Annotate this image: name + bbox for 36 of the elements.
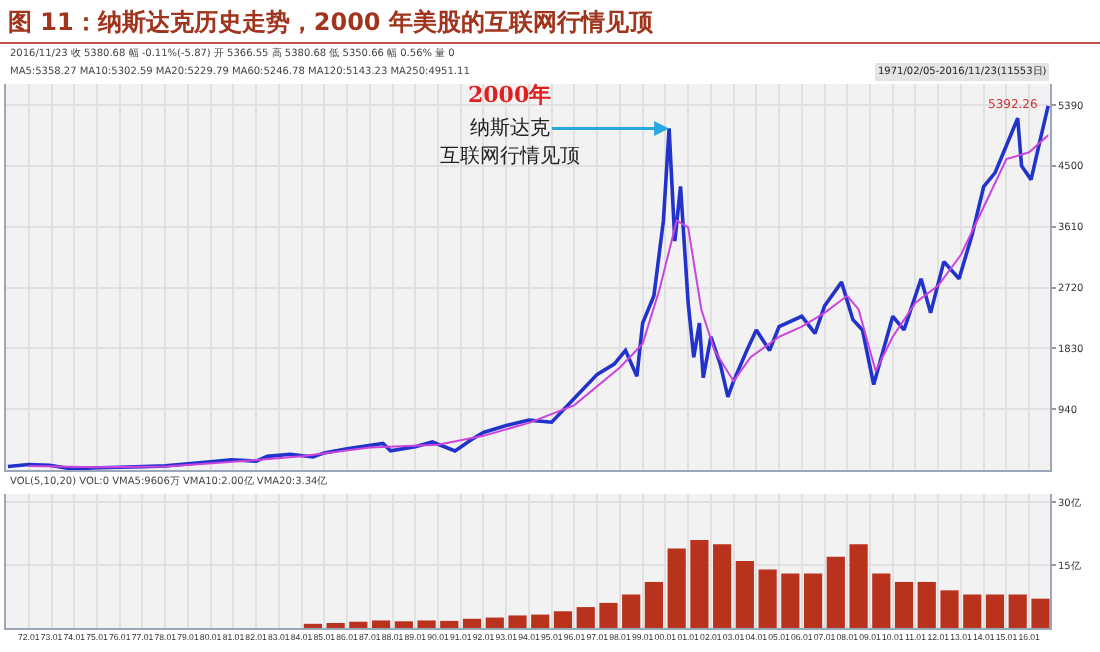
bar: [690, 540, 709, 628]
bar: [713, 544, 732, 628]
bar: [872, 573, 891, 628]
bar: [781, 573, 800, 628]
bar: [394, 621, 413, 628]
bar: [963, 594, 982, 628]
bar: [940, 590, 959, 628]
bar: [531, 614, 550, 628]
annotation: 纳斯达克: [470, 116, 550, 140]
bar: [508, 615, 527, 628]
bar: [462, 618, 482, 628]
bar: [599, 602, 618, 628]
bar: [553, 611, 573, 628]
bar: [349, 621, 368, 628]
bar: [894, 581, 914, 628]
bar: [644, 581, 663, 628]
bar: [371, 620, 391, 628]
bar: [326, 622, 345, 628]
bar: [667, 548, 686, 628]
bar: [826, 556, 845, 628]
annotation: 互联网行情见顶: [440, 144, 580, 168]
bar: [803, 573, 823, 628]
bar: [622, 594, 641, 628]
bar: [440, 620, 459, 628]
bar: [417, 620, 436, 628]
bar: [576, 607, 595, 628]
bar: [485, 617, 504, 628]
bar: [985, 594, 1005, 628]
bar: [758, 569, 777, 628]
bar: [735, 561, 754, 628]
bar: [1031, 598, 1050, 628]
annotation: 2000年: [468, 82, 552, 108]
bar: [1008, 594, 1027, 628]
bar: [849, 544, 868, 628]
chart-title: 图 11：纳斯达克历史走势，2000 年美股的互联网行情见顶: [0, 0, 1100, 44]
bar: [917, 581, 936, 628]
